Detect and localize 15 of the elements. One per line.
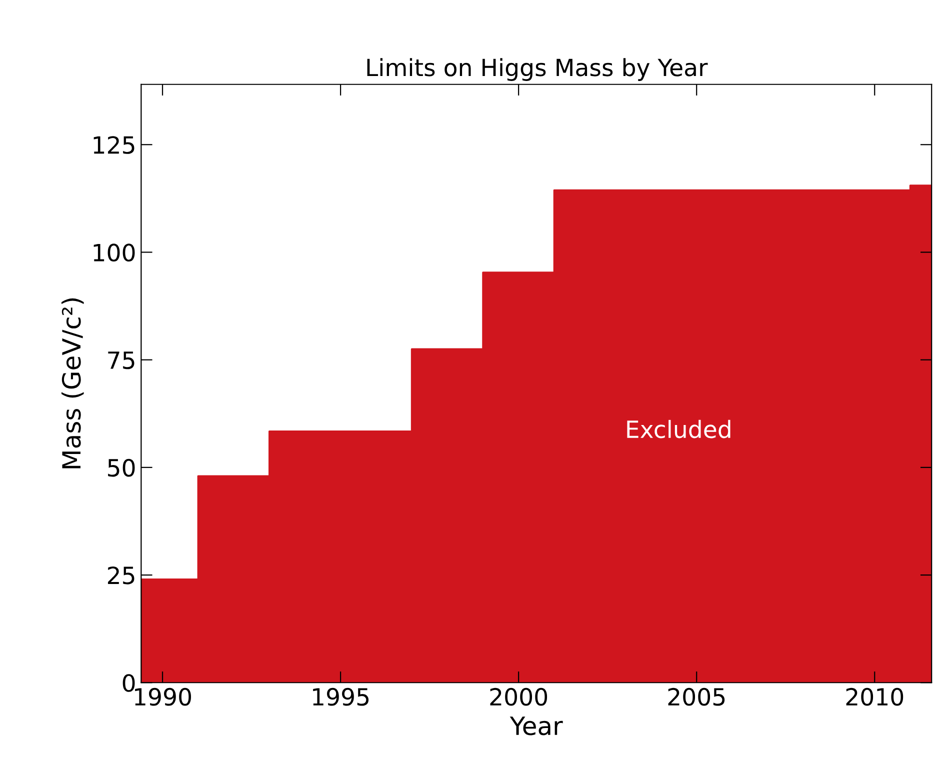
y-tick-label: 75: [108, 352, 134, 370]
y-tick-label: 125: [94, 136, 134, 154]
annotation: Excluded: [627, 420, 730, 438]
x-tick-label: 1990: [135, 688, 191, 706]
y-tick-label: 50: [108, 458, 135, 477]
y-tick-label: 100: [94, 244, 135, 262]
y-tick-label: 25: [108, 566, 134, 584]
x-tick-label: 2010: [846, 688, 904, 706]
chart-title: Limits on Higgs Mass by Year: [367, 58, 708, 81]
x-tick-label: 2000: [490, 688, 548, 706]
x-tick-label: 2005: [668, 688, 725, 706]
x-axis-title: Year: [510, 716, 563, 736]
x-tick-label: 1995: [313, 688, 369, 706]
y-axis-title: Mass (GeV/c²): [62, 298, 84, 468]
y-tick-label: 0: [122, 674, 135, 692]
